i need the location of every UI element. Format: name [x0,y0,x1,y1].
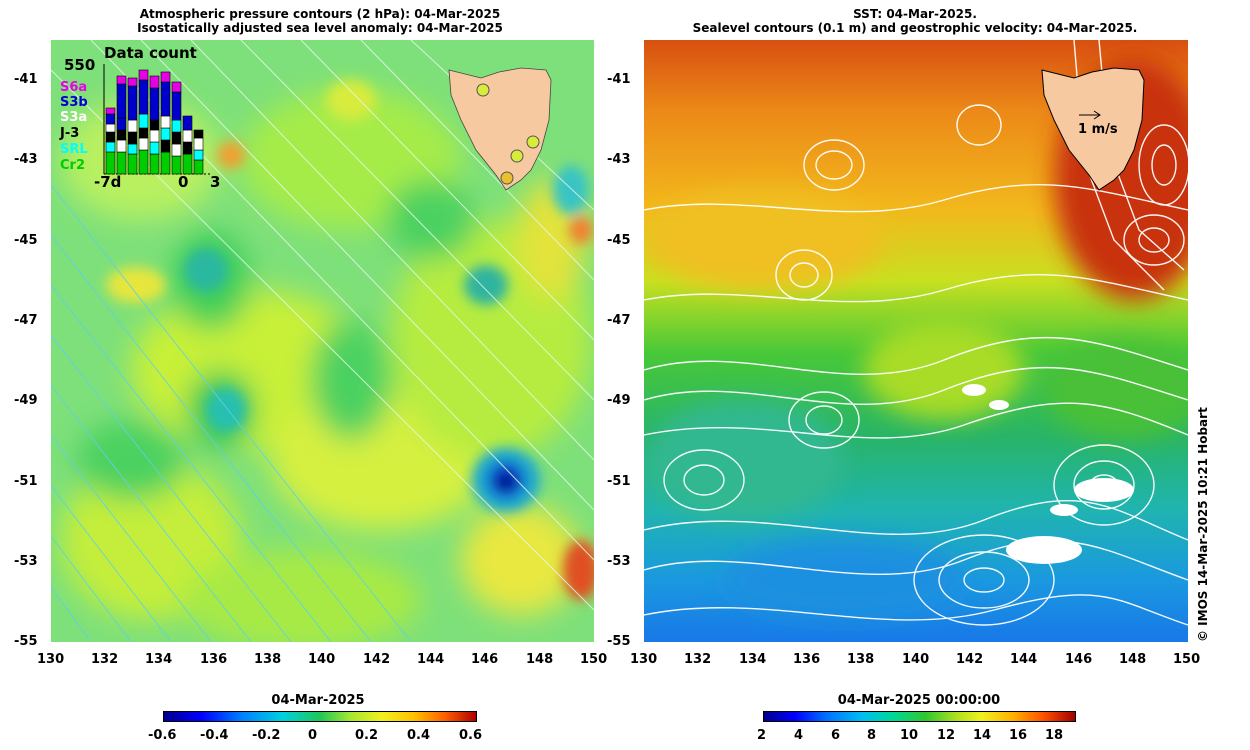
x-tick: 130 [37,652,65,667]
x-tick: 142 [956,652,984,667]
y-tick: -53 [14,554,38,569]
tide-gauge-marker [500,171,514,185]
colorbar-tick: 4 [794,728,804,743]
x-tick: 150 [580,652,608,667]
x-tick: 150 [1173,652,1201,667]
left-title-line1: Atmospheric pressure contours (2 hPa): 0… [139,7,501,21]
sea-level-contours [644,40,1188,626]
y-tick: -51 [607,474,631,489]
sea-level-anomaly-field [51,40,594,642]
x-tick: 138 [847,652,875,667]
y-tick: -47 [607,313,631,328]
x-tick: 148 [1119,652,1147,667]
left-colorbar [163,711,477,722]
mission-s3b: S3b [60,95,88,110]
mission-j3: J-3 [60,126,80,141]
data-count-x-mid: 0 [178,173,189,191]
x-tick: 130 [630,652,658,667]
mission-srl: SRL [60,142,88,157]
x-tick: 146 [471,652,499,667]
data-count-x-right: 3 [210,173,221,191]
y-tick: -49 [14,393,38,408]
x-tick: 132 [91,652,119,667]
mission-cr2: Cr2 [60,158,85,173]
tide-gauge-marker [510,149,524,163]
colorbar-tick: -0.2 [252,728,281,743]
data-count-x-left: -7d [94,173,122,191]
colorbar-tick: 8 [867,728,877,743]
left-title-line2: Isostatically adjusted sea level anomaly… [137,21,503,35]
y-tick: -49 [607,393,631,408]
right-colorbar-title: 04-Mar-2025 00:00:00 [837,693,1001,708]
tasmania-landmass [1041,67,1145,191]
y-tick: -45 [14,233,38,248]
tide-gauge-marker [526,135,540,149]
x-tick: 134 [145,652,173,667]
colorbar-tick: 10 [900,728,919,743]
sea-level-anomaly-map [51,40,594,642]
x-tick: 138 [254,652,282,667]
sst-field [644,40,1188,642]
sst-map: 1 m/s [644,40,1188,642]
y-tick: -41 [607,72,631,87]
y-tick: -53 [607,554,631,569]
credit-label: © IMOS 14-Mar-2025 10:21 Hobart [1196,407,1210,642]
y-tick: -43 [607,152,631,167]
tide-gauge-marker [476,83,490,97]
x-tick: 144 [1010,652,1038,667]
velocity-scale-label: 1 m/s [1078,122,1118,137]
colorbar-tick: 0.4 [407,728,431,743]
left-title: Atmospheric pressure contours (2 hPa): 0… [70,7,570,35]
tasmania-landmass [448,67,552,191]
colorbar-tick: 18 [1045,728,1064,743]
colorbar-tick: 12 [937,728,956,743]
x-tick: 136 [200,652,228,667]
x-tick: 144 [417,652,445,667]
mission-s6a: S6a [60,80,88,95]
colorbar-tick: 16 [1009,728,1028,743]
left-colorbar-title: 04-Mar-2025 [271,693,365,708]
right-colorbar [763,711,1076,722]
x-tick: 142 [363,652,391,667]
right-title: SST: 04-Mar-2025. Sealevel contours (0.1… [660,7,1170,35]
x-tick: 146 [1065,652,1093,667]
colorbar-tick: 6 [831,728,841,743]
colorbar-tick: 14 [973,728,992,743]
y-tick: -43 [14,152,38,167]
y-tick: -41 [14,72,38,87]
x-tick: 134 [739,652,767,667]
mission-s3a: S3a [60,110,88,125]
data-count-bars [103,64,212,175]
right-title-line2: Sealevel contours (0.1 m) and geostrophi… [692,21,1138,35]
y-tick: -55 [607,634,631,649]
y-tick: -47 [14,313,38,328]
velocity-scale-arrow [1079,110,1101,120]
colorbar-tick: -0.6 [148,728,177,743]
data-count-title: Data count [104,44,197,62]
colorbar-tick: -0.4 [200,728,229,743]
x-tick: 140 [902,652,930,667]
colorbar-tick: 0.6 [459,728,483,743]
x-tick: 132 [684,652,712,667]
y-tick: -51 [14,474,38,489]
cloud-mask [962,384,1134,564]
data-count-max: 550 [64,56,96,74]
x-tick: 140 [308,652,336,667]
colorbar-tick: 0 [308,728,318,743]
y-tick: -45 [607,233,631,248]
x-tick: 136 [793,652,821,667]
colorbar-tick: 0.2 [355,728,379,743]
right-title-line1: SST: 04-Mar-2025. [853,7,977,21]
x-tick: 148 [526,652,554,667]
y-tick: -55 [14,634,38,649]
colorbar-tick: 2 [757,728,767,743]
data-count-inset: Data count 550 S6a S3b S3a J-3 SRL Cr2 -… [56,44,220,191]
